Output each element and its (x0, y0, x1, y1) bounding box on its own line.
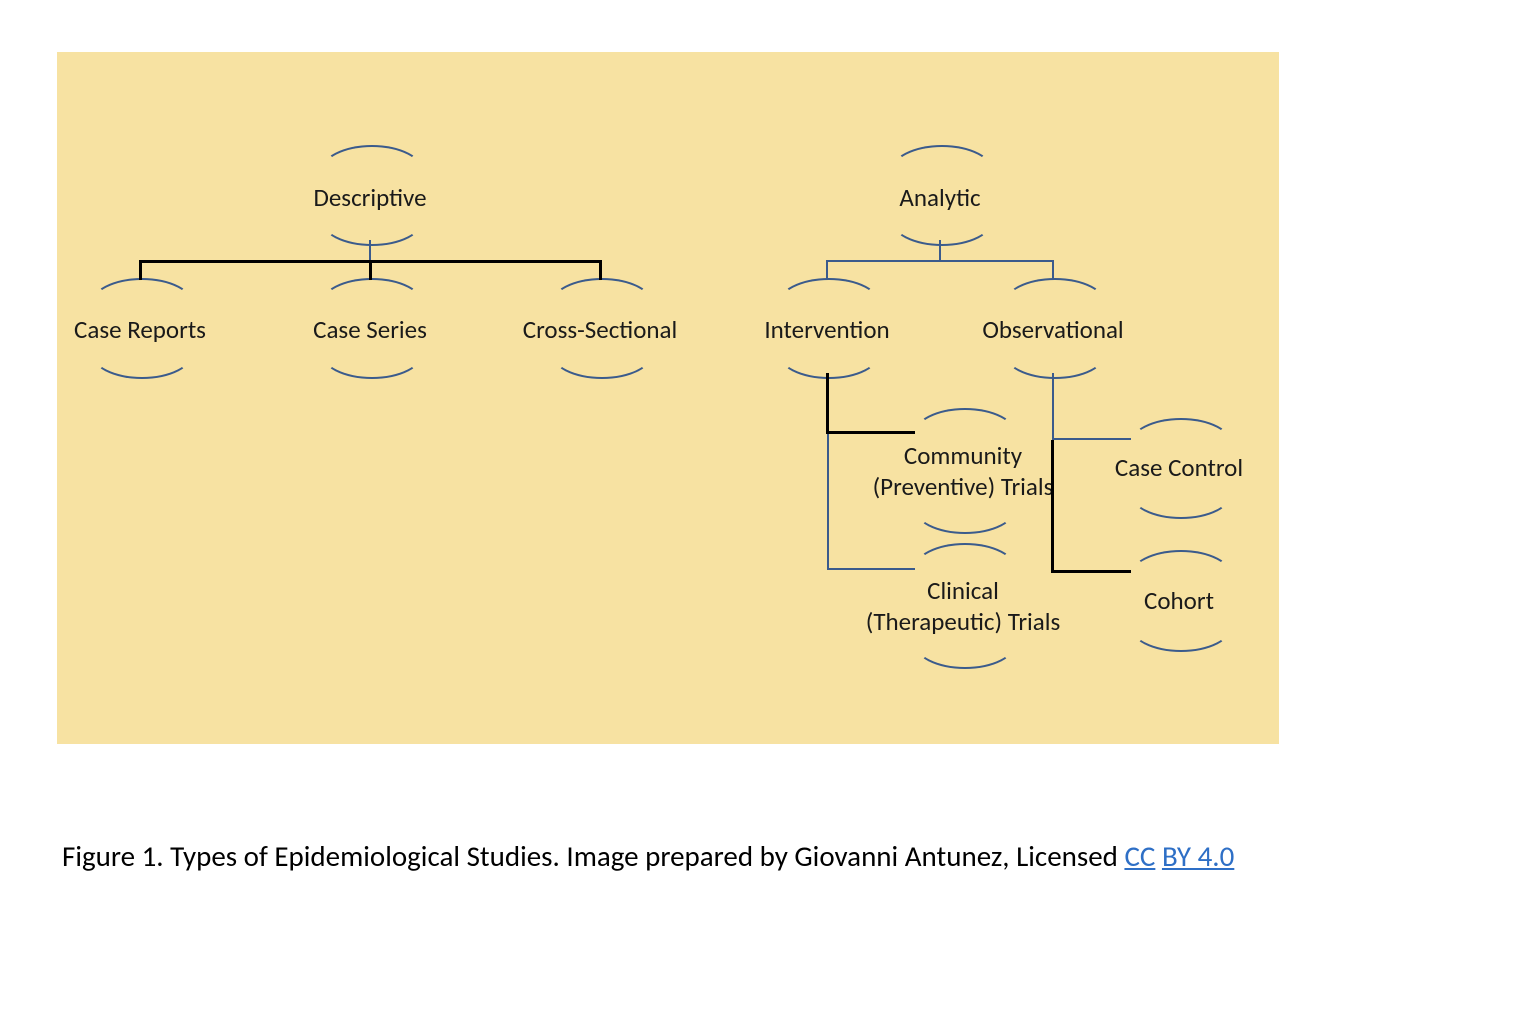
edge-analytic-stem (939, 240, 941, 261)
node-case-control-arc-bot (1129, 465, 1233, 519)
node-cohort-arc-bot (1129, 598, 1233, 652)
edge-to-observational (1052, 260, 1054, 280)
caption-text: Figure 1. Types of Epidemiological Studi… (62, 838, 1124, 874)
figure-caption: Figure 1. Types of Epidemiological Studi… (62, 838, 1482, 874)
node-case-reports-arc-bot (90, 325, 194, 379)
page: Descriptive Analytic Case Reports Case S… (0, 0, 1536, 1028)
node-community-arc-bot (913, 480, 1017, 534)
node-observational-arc-bot (1003, 325, 1107, 379)
license-link-cc[interactable]: CC (1124, 838, 1155, 874)
node-intervention-arc-bot (777, 325, 881, 379)
edge-intervention-trunk-top (826, 373, 829, 433)
license-link-by40[interactable]: BY 4.0 (1162, 838, 1234, 874)
edge-intervention-to-clinical (827, 568, 915, 570)
edge-intervention-to-community (826, 431, 915, 434)
edge-intervention-trunk-bot (827, 433, 829, 570)
edge-to-cross-sectional (599, 260, 602, 280)
node-descriptive-arc-bot (320, 192, 424, 246)
edge-to-case-reports (139, 260, 142, 280)
edge-to-case-series (369, 260, 372, 280)
edge-observational-trunk-bot (1051, 440, 1054, 573)
edge-descriptive-stem (369, 240, 371, 261)
edge-analytic-bus (826, 260, 1054, 262)
edge-observational-to-cohort (1051, 570, 1131, 573)
node-case-series-arc-bot (320, 325, 424, 379)
diagram-panel (57, 52, 1279, 744)
node-analytic-arc-bot (890, 192, 994, 246)
edge-observational-trunk-top (1052, 373, 1054, 440)
edge-observational-to-casecontrol (1052, 438, 1131, 440)
node-clinical-arc-bot (913, 615, 1017, 669)
edge-to-intervention (826, 260, 828, 280)
node-cross-sectional-arc-bot (550, 325, 654, 379)
